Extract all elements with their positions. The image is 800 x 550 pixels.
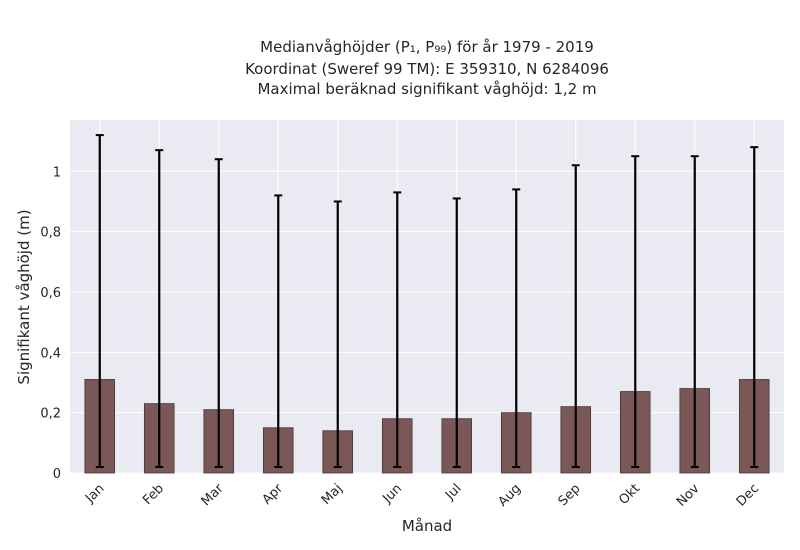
y-tick-labels: 0 0,2 0,4 0,6 0,8 1	[40, 165, 61, 482]
chart-title-line-1: Medianvåghöjder (P₁, P₉₉) för år 1979 - …	[260, 38, 594, 56]
x-tick-label: Feb	[140, 481, 167, 508]
x-tick-label: Jul	[442, 481, 464, 503]
chart-title-line-3: Maximal beräknad signifikant våghöjd: 1,…	[257, 80, 596, 98]
error-bars	[95, 134, 759, 468]
x-tick-label: Jun	[379, 481, 405, 507]
x-tick-label: Maj	[319, 481, 346, 508]
error-bar-nov	[690, 155, 699, 468]
x-tick-label: Okt	[616, 481, 643, 508]
x-tick-labels: Jan Feb Mar Apr Maj Jun Jul Aug Sep Okt Nov Dec	[82, 481, 762, 510]
horizontal-gridlines	[70, 170, 784, 474]
x-tick-label: Dec	[734, 481, 762, 509]
x-tick-label: Mar	[199, 481, 227, 509]
y-tick-label: 0,2	[40, 407, 61, 422]
x-tick-label: Nov	[674, 481, 703, 510]
x-axis-label: Månad	[402, 517, 452, 535]
y-tick-label: 0	[53, 467, 61, 482]
plot-area	[70, 120, 784, 473]
error-bar-apr	[274, 194, 283, 468]
error-bar-jul	[452, 197, 461, 468]
x-tick-label: Jan	[82, 481, 107, 506]
error-bar-sep	[571, 164, 580, 468]
x-tick-label: Apr	[260, 481, 287, 508]
y-tick-label: 0,8	[40, 226, 61, 241]
error-bar-mar	[214, 158, 223, 468]
error-bar-jan	[95, 134, 104, 468]
x-tick-label: Sep	[556, 481, 584, 509]
error-bar-maj	[333, 200, 342, 468]
chart-title-line-2: Koordinat (Sweref 99 TM): E 359310, N 62…	[245, 60, 609, 78]
error-bar-jun	[393, 191, 402, 468]
x-tick-label: Aug	[496, 481, 525, 510]
error-bar-aug	[512, 188, 521, 468]
error-bar-okt	[631, 155, 640, 468]
y-axis-label: Signifikant våghöjd (m)	[15, 209, 33, 384]
error-bar-dec	[750, 146, 759, 468]
y-tick-label: 1	[53, 165, 61, 180]
y-tick-label: 0,4	[40, 346, 61, 361]
error-bar-feb	[155, 149, 164, 468]
y-tick-label: 0,6	[40, 286, 61, 301]
